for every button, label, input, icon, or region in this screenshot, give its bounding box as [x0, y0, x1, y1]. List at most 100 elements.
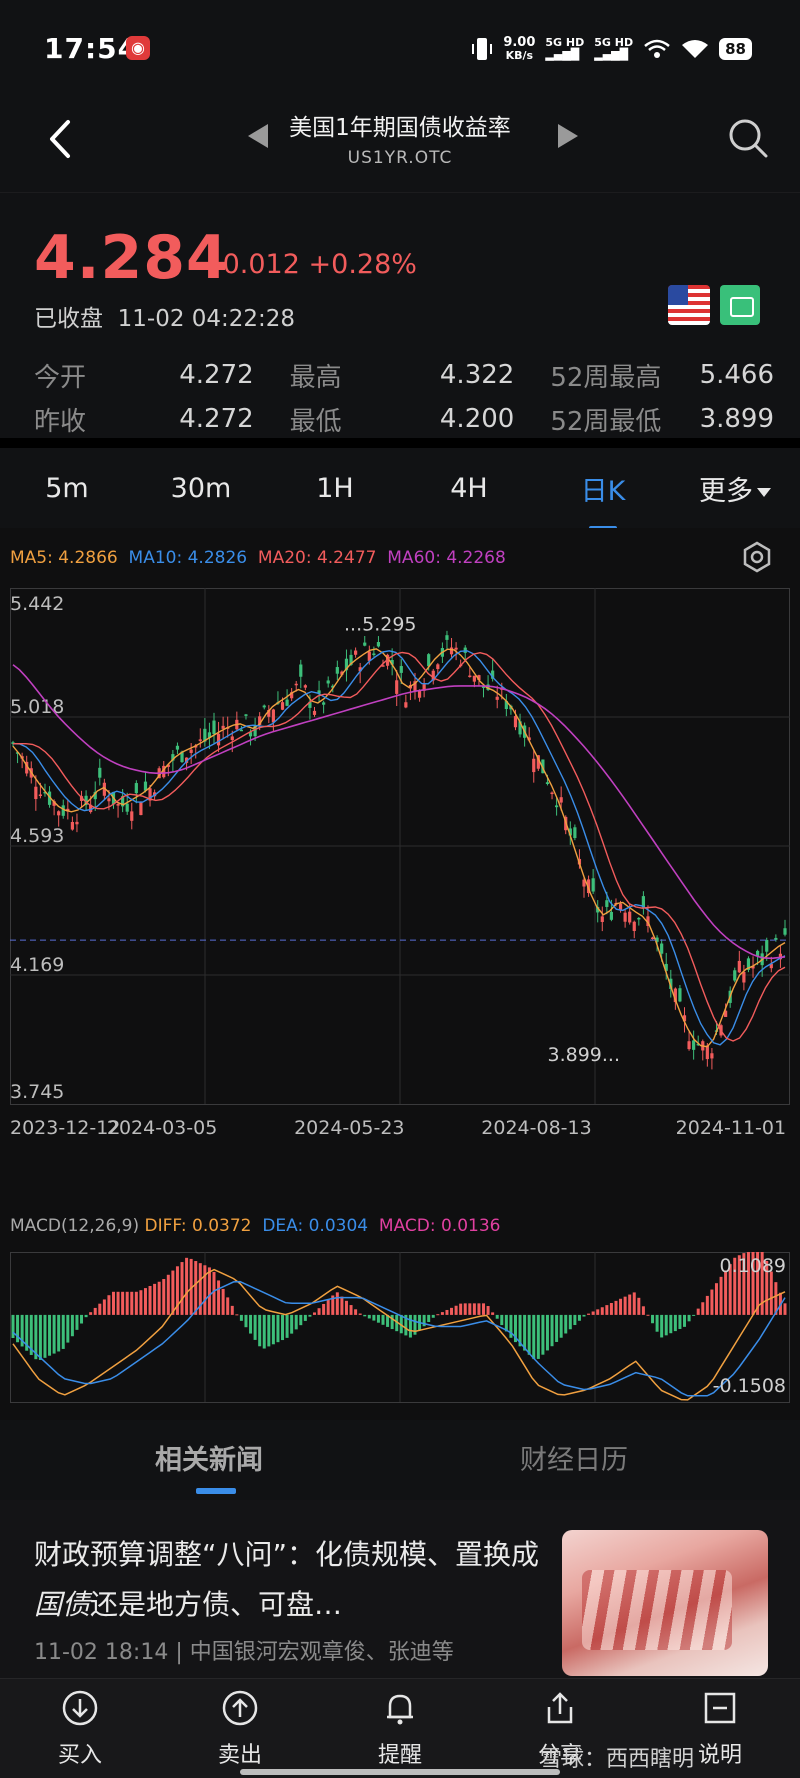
- tab-finance-calendar[interactable]: 财经日历: [520, 1445, 628, 1476]
- macd-bar: [20, 1314, 24, 1347]
- tab-1h[interactable]: 1H: [316, 472, 354, 504]
- macd-bar: [669, 1314, 673, 1334]
- macd-bar: [591, 1311, 595, 1315]
- macd-bar: [239, 1314, 243, 1321]
- candle-body: [212, 720, 216, 734]
- tab-4h[interactable]: 4H: [450, 472, 488, 504]
- candle-body: [705, 1045, 709, 1060]
- weibo-notification-icon: ◉: [126, 36, 150, 60]
- candle-body: [710, 1053, 714, 1059]
- macd-bar: [189, 1258, 193, 1315]
- candle-body: [586, 879, 591, 894]
- price-chart[interactable]: 5.442 5.018 4.593 4.169 3.745 ...5.295 3.899..…: [10, 588, 790, 1192]
- candle-body: [38, 794, 43, 797]
- candle-body: [605, 900, 609, 907]
- candle-body: [308, 701, 312, 708]
- candle-body: [783, 928, 787, 935]
- dea-line: [12, 1280, 786, 1397]
- hotspot-icon: [644, 39, 670, 58]
- macd-bar: [774, 1282, 778, 1315]
- macd-bar: [134, 1291, 138, 1315]
- candle-body: [641, 896, 645, 909]
- candle-body: [43, 791, 47, 794]
- macd-bar: [641, 1306, 645, 1315]
- candle-body: [34, 786, 38, 800]
- macd-bar: [450, 1307, 454, 1315]
- macd-bar: [253, 1314, 257, 1340]
- macd-bar: [559, 1314, 563, 1338]
- price-change: +0.012 +0.28%: [200, 249, 417, 280]
- tab-more[interactable]: 更多: [670, 469, 800, 508]
- home-indicator[interactable]: [240, 1769, 560, 1775]
- candle-body: [102, 782, 106, 796]
- candle-body: [143, 781, 148, 791]
- macd-bar: [637, 1297, 641, 1315]
- candle-body: [258, 716, 262, 726]
- candle-body: [609, 911, 614, 920]
- candle-body: [755, 950, 760, 957]
- macd-bar: [532, 1314, 536, 1360]
- status-bar: 17:54 ◉ 9.00 KB/s 5G HD ▂▄▆█ 5G HD ▂▄▆█ 88: [0, 0, 800, 100]
- ticket-icon[interactable]: [720, 285, 760, 325]
- candle-body: [591, 878, 595, 892]
- macd-high-tick: 0.1089: [720, 1255, 786, 1277]
- tab-daily-k[interactable]: 日K: [536, 469, 670, 530]
- search-icon[interactable]: [726, 116, 770, 160]
- chart-settings-icon[interactable]: [740, 540, 774, 574]
- y-tick-label: 3.745: [10, 1081, 64, 1103]
- macd-bar: [614, 1300, 618, 1315]
- candle-body: [778, 953, 783, 960]
- macd-bar: [299, 1314, 303, 1326]
- buy-button[interactable]: 买入: [20, 1689, 140, 1769]
- macd-bar: [495, 1314, 499, 1319]
- timeframe-tabs: 5m 30m 1H 4H 日K 更多: [0, 448, 800, 530]
- macd-bar: [632, 1292, 636, 1315]
- share-button[interactable]: 分享: [500, 1689, 620, 1769]
- candle-body: [623, 912, 627, 922]
- macd-bar: [303, 1314, 307, 1321]
- tab-5m[interactable]: 5m: [45, 472, 89, 504]
- macd-bar: [244, 1314, 248, 1328]
- macd-chart[interactable]: 0.1089 -0.1508: [10, 1252, 790, 1404]
- candle-body: [25, 761, 29, 774]
- macd-bar: [198, 1263, 202, 1315]
- macd-bar: [573, 1314, 577, 1326]
- macd-bar: [212, 1271, 216, 1315]
- next-instrument-button[interactable]: [558, 124, 578, 148]
- macd-bar: [43, 1314, 47, 1358]
- macd-bar: [596, 1309, 600, 1315]
- market-status: 已收盘 11-02 04:22:28: [34, 306, 296, 332]
- sell-button[interactable]: 卖出: [180, 1689, 300, 1769]
- macd-bar: [705, 1295, 709, 1315]
- candle-body: [477, 675, 481, 681]
- macd-bar: [312, 1312, 316, 1315]
- candle-body: [70, 822, 74, 830]
- back-button[interactable]: [40, 114, 80, 164]
- news-title: 财政预算调整“八问”：化债规模、置换成国债还是地方债、可盘…: [34, 1538, 540, 1621]
- candle-body: [139, 802, 143, 816]
- macd-bar: [399, 1314, 403, 1334]
- macd-bar: [139, 1290, 143, 1315]
- macd-bar: [555, 1314, 559, 1342]
- tab-30m[interactable]: 30m: [170, 472, 232, 504]
- stat-value: 4.200: [439, 404, 515, 434]
- candle-body: [682, 1015, 687, 1022]
- news-item[interactable]: 财政预算调整“八问”：化债规模、置换成国债还是地方债、可盘… 11-02 18:…: [0, 1500, 800, 1678]
- tab-related-news[interactable]: 相关新闻: [155, 1445, 263, 1476]
- macd-bar: [34, 1314, 38, 1360]
- macd-bar: [48, 1314, 52, 1356]
- candle-body: [513, 716, 518, 728]
- candle-body: [189, 749, 193, 753]
- macd-bar: [171, 1270, 175, 1315]
- macd-bar: [57, 1314, 61, 1352]
- header: 美国1年期国债收益率 US1YR.OTC: [0, 100, 800, 192]
- prev-instrument-button[interactable]: [248, 124, 268, 148]
- alert-button[interactable]: 提醒: [340, 1689, 460, 1769]
- wifi-icon: [682, 40, 709, 58]
- macd-bar: [746, 1252, 750, 1315]
- candle-body: [116, 804, 120, 806]
- macd-bar: [600, 1307, 604, 1315]
- macd-bar: [11, 1314, 15, 1339]
- info-button[interactable]: 说明: [660, 1689, 780, 1769]
- macd-bar: [491, 1312, 495, 1315]
